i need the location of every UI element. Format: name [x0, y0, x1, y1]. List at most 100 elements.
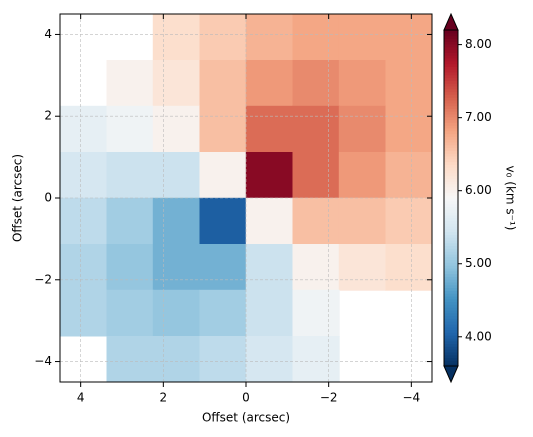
cell — [338, 14, 386, 61]
colorbar-step — [444, 74, 458, 79]
cell — [245, 105, 293, 153]
colorbar-step — [444, 284, 458, 289]
colorbar-step — [444, 335, 458, 339]
y-tick-label: 2 — [44, 109, 52, 123]
colorbar-step — [444, 80, 458, 84]
colorbar-step — [444, 192, 458, 196]
colorbar-step — [444, 262, 458, 266]
colorbar-step — [444, 111, 458, 115]
colorbar-step — [444, 147, 458, 151]
colorbar-step — [444, 346, 458, 350]
cell — [338, 105, 386, 153]
cell — [292, 105, 340, 153]
cell — [106, 336, 154, 382]
colorbar-step — [444, 209, 458, 213]
colorbar-step — [444, 41, 458, 45]
colorbar-step — [444, 69, 458, 73]
colorbar-step — [444, 298, 458, 303]
colorbar-step — [444, 231, 458, 235]
colorbar-step — [444, 94, 458, 98]
colorbar-step — [444, 161, 458, 165]
colorbar-step — [444, 214, 458, 219]
cell — [199, 60, 247, 107]
cell — [106, 197, 154, 245]
colorbar-step — [444, 312, 458, 317]
colorbar-frame — [443, 29, 459, 367]
colorbar-step — [444, 270, 458, 275]
cell — [152, 336, 200, 382]
colorbar-step — [444, 349, 458, 353]
colorbar-step — [444, 245, 458, 249]
cell — [245, 244, 293, 291]
colorbar-step — [444, 240, 458, 244]
cell — [292, 197, 340, 245]
cell — [245, 336, 293, 382]
colorbar-step — [444, 186, 458, 191]
plot-frame — [59, 13, 433, 383]
cell — [385, 60, 432, 107]
colorbar-step — [444, 55, 458, 59]
colorbar-step — [444, 130, 458, 135]
cell — [152, 60, 200, 107]
colorbar-step — [444, 100, 458, 104]
colorbar-step — [444, 32, 458, 37]
colorbar-step — [444, 97, 458, 101]
colorbar-step — [444, 321, 458, 325]
colorbar-step — [444, 363, 458, 367]
cell — [292, 14, 340, 61]
colorbar-step — [444, 242, 458, 247]
colorbar-step — [444, 332, 458, 336]
cell — [292, 336, 340, 382]
cell — [199, 152, 247, 199]
colorbar-step — [444, 122, 458, 126]
colorbar-step — [444, 86, 458, 90]
cell — [152, 244, 200, 291]
cell — [199, 197, 247, 245]
x-tick-label: −2 — [320, 391, 338, 405]
colorbar-step — [444, 46, 458, 51]
cell — [152, 105, 200, 153]
y-tick-label: −4 — [34, 354, 52, 368]
colorbar-step — [444, 88, 458, 93]
x-tick-label: 4 — [77, 391, 85, 405]
colorbar-step — [444, 153, 458, 157]
colorbar-step — [444, 35, 458, 39]
colorbar-step — [444, 251, 458, 255]
colorbar-step — [444, 170, 458, 174]
colorbar-step — [444, 329, 458, 333]
colorbar-step — [444, 150, 458, 154]
colorbar-step — [444, 212, 458, 216]
cell — [106, 105, 154, 153]
cell — [60, 289, 107, 337]
colorbar-step — [444, 282, 458, 286]
colorbar-step — [444, 142, 458, 146]
cell — [106, 289, 154, 337]
colorbar-step — [444, 352, 458, 356]
cell — [106, 60, 154, 107]
cell — [199, 105, 247, 153]
colorbar-step — [444, 156, 458, 160]
colorbar-step — [444, 324, 458, 328]
colorbar-step — [444, 259, 458, 263]
cell — [292, 289, 340, 337]
colorbar-step — [444, 77, 458, 81]
colorbar-tick-label: 8.00 — [465, 37, 492, 51]
cell — [245, 152, 293, 199]
cell — [385, 14, 432, 61]
cell — [292, 60, 340, 107]
cell — [60, 244, 107, 291]
colorbar-step — [444, 38, 458, 42]
x-tick-label: 2 — [160, 391, 168, 405]
colorbar-step — [444, 265, 458, 269]
colorbar-step — [444, 301, 458, 305]
colorbar-step — [444, 44, 458, 48]
cell — [245, 14, 293, 61]
x-axis-label: Offset (arcsec) — [202, 411, 290, 425]
colorbar-step — [444, 52, 458, 56]
cell — [338, 244, 386, 291]
colorbar-step — [444, 195, 458, 199]
cell — [385, 244, 432, 291]
cell — [106, 244, 154, 291]
colorbar-step — [444, 178, 458, 182]
